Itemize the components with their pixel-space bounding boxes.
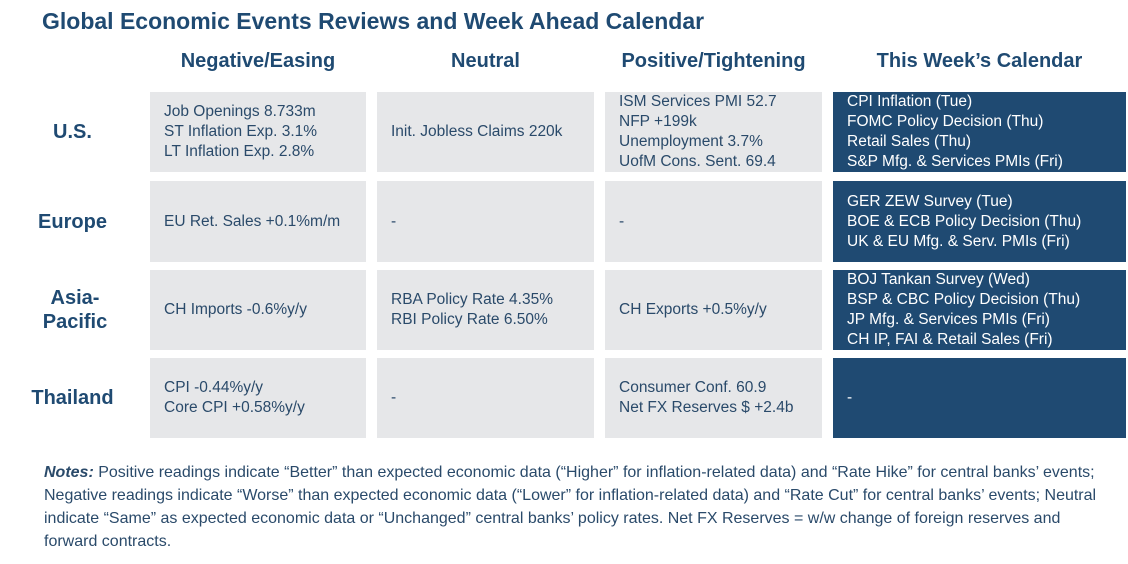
cell-line: Retail Sales (Thu) <box>847 133 972 150</box>
table-cell-negative-easing: Job Openings 8.733m ST Inflation Exp. 3.1… <box>150 92 366 172</box>
table-cell-neutral: RBA Policy Rate 4.35% RBI Policy Rate 6.5… <box>377 270 594 350</box>
column-header-neutral: Neutral <box>451 50 520 72</box>
cell-line: BOJ Tankan Survey (Wed) <box>847 271 1030 288</box>
cell-line: S&P Mfg. & Services PMIs (Fri) <box>847 153 1063 170</box>
cell-line: Job Openings 8.733m <box>164 103 316 120</box>
cell-line: - <box>391 212 397 230</box>
cell-line: Init. Jobless Claims 220k <box>391 123 563 140</box>
column-header-this-weeks-calendar: This Week’s Calendar <box>876 50 1083 72</box>
cell-line: CPI -0.44%y/y <box>164 379 264 396</box>
notes-text: Positive readings indicate “Better” than… <box>44 464 1097 550</box>
table-cell-this-weeks-calendar: CPI Inflation (Tue) FOMC Policy Decision … <box>833 92 1126 172</box>
cell-line: UofM Cons. Sent. 69.4 <box>619 153 776 170</box>
table-cell-negative-easing: EU Ret. Sales +0.1%m/m <box>150 181 366 262</box>
table-cell-positive-tightening: CH Exports +0.5%y/y <box>605 270 822 350</box>
cell-line: - <box>619 212 625 230</box>
table-cell-negative-easing: CH Imports -0.6%y/y <box>150 270 366 350</box>
cell-line: - <box>391 389 397 406</box>
column-header-positive-tightening: Positive/Tightening <box>621 50 806 72</box>
table-cell-this-weeks-calendar: - <box>833 358 1126 438</box>
cell-line: - <box>847 389 853 406</box>
cell-line: GER ZEW Survey (Tue) <box>847 192 1013 210</box>
row-header: Europe <box>38 210 107 233</box>
cell-line: BOE & ECB Policy Decision (Thu) <box>847 212 1082 230</box>
table-cell-neutral: Init. Jobless Claims 220k <box>377 92 594 172</box>
cell-line: RBA Policy Rate 4.35% <box>391 291 553 308</box>
table-cell-positive-tightening: - <box>605 181 822 262</box>
cell-line: ISM Services PMI 52.7 <box>619 93 777 110</box>
notes: Notes: Positive readings indicate “Bette… <box>44 461 1104 553</box>
cell-line: RBI Policy Rate 6.50% <box>391 311 548 328</box>
notes-label: Notes: <box>44 464 94 481</box>
cell-line: CPI Inflation (Tue) <box>847 93 973 110</box>
table-cell-neutral: - <box>377 358 594 438</box>
cell-line: CH Imports -0.6%y/y <box>164 301 307 318</box>
table-cell-this-weeks-calendar: BOJ Tankan Survey (Wed) BSP & CBC Policy … <box>833 270 1126 350</box>
table-cell-negative-easing: CPI -0.44%y/y Core CPI +0.58%y/y <box>150 358 366 438</box>
row-header: Asia-Pacific <box>42 287 108 333</box>
cell-line: Core CPI +0.58%y/y <box>164 399 305 416</box>
table-cell-neutral: - <box>377 181 594 262</box>
table-cell-this-weeks-calendar: GER ZEW Survey (Tue) BOE & ECB Policy Dec… <box>833 181 1126 262</box>
cell-line: JP Mfg. & Services PMIs (Fri) <box>847 311 1050 328</box>
cell-line: BSP & CBC Policy Decision (Thu) <box>847 291 1081 308</box>
cell-line: CH IP, FAI & Retail Sales (Fri) <box>847 331 1053 348</box>
cell-line: ST Inflation Exp. 3.1% <box>164 123 318 140</box>
cell-line: NFP +199k <box>619 113 697 130</box>
row-header: U.S. <box>53 121 92 143</box>
cell-line: EU Ret. Sales +0.1%m/m <box>164 212 341 230</box>
table-cell-positive-tightening: Consumer Conf. 60.9 Net FX Reserves $ +2.… <box>605 358 822 438</box>
table-cell-positive-tightening: ISM Services PMI 52.7 NFP +199k Unemployme… <box>605 92 822 172</box>
cell-line: Unemployment 3.7% <box>619 133 763 150</box>
cell-line: LT Inflation Exp. 2.8% <box>164 143 315 160</box>
cell-line: FOMC Policy Decision (Thu) <box>847 113 1044 130</box>
cell-line: Consumer Conf. 60.9 <box>619 379 767 396</box>
cell-line: CH Exports +0.5%y/y <box>619 301 767 318</box>
column-header-negative-easing: Negative/Easing <box>180 50 336 72</box>
row-header: Thailand <box>31 387 114 409</box>
cell-line: UK & EU Mfg. & Serv. PMIs (Fri) <box>847 232 1070 250</box>
cell-line: Net FX Reserves $ +2.4b <box>619 399 794 416</box>
page-title: Global Economic Events Reviews and Week … <box>42 8 705 34</box>
